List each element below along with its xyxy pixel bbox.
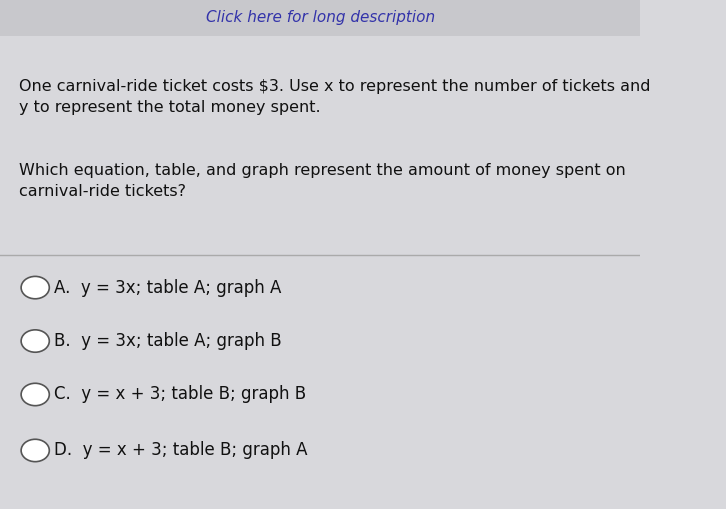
Text: D.  y = x + 3; table B; graph A: D. y = x + 3; table B; graph A — [54, 441, 308, 460]
Text: One carnival-ride ticket costs $3. Use x to represent the number of tickets and
: One carnival-ride ticket costs $3. Use x… — [19, 79, 650, 115]
Text: Click here for long description: Click here for long description — [205, 10, 435, 25]
Text: A.  y = 3x; table A; graph A: A. y = 3x; table A; graph A — [54, 278, 282, 297]
Circle shape — [21, 439, 49, 462]
Text: C.  y = x + 3; table B; graph B: C. y = x + 3; table B; graph B — [54, 385, 306, 404]
Text: B.  y = 3x; table A; graph B: B. y = 3x; table A; graph B — [54, 332, 282, 350]
Circle shape — [21, 383, 49, 406]
FancyBboxPatch shape — [0, 0, 640, 36]
Circle shape — [21, 276, 49, 299]
Circle shape — [21, 330, 49, 352]
Text: Which equation, table, and graph represent the amount of money spent on
carnival: Which equation, table, and graph represe… — [19, 163, 626, 199]
